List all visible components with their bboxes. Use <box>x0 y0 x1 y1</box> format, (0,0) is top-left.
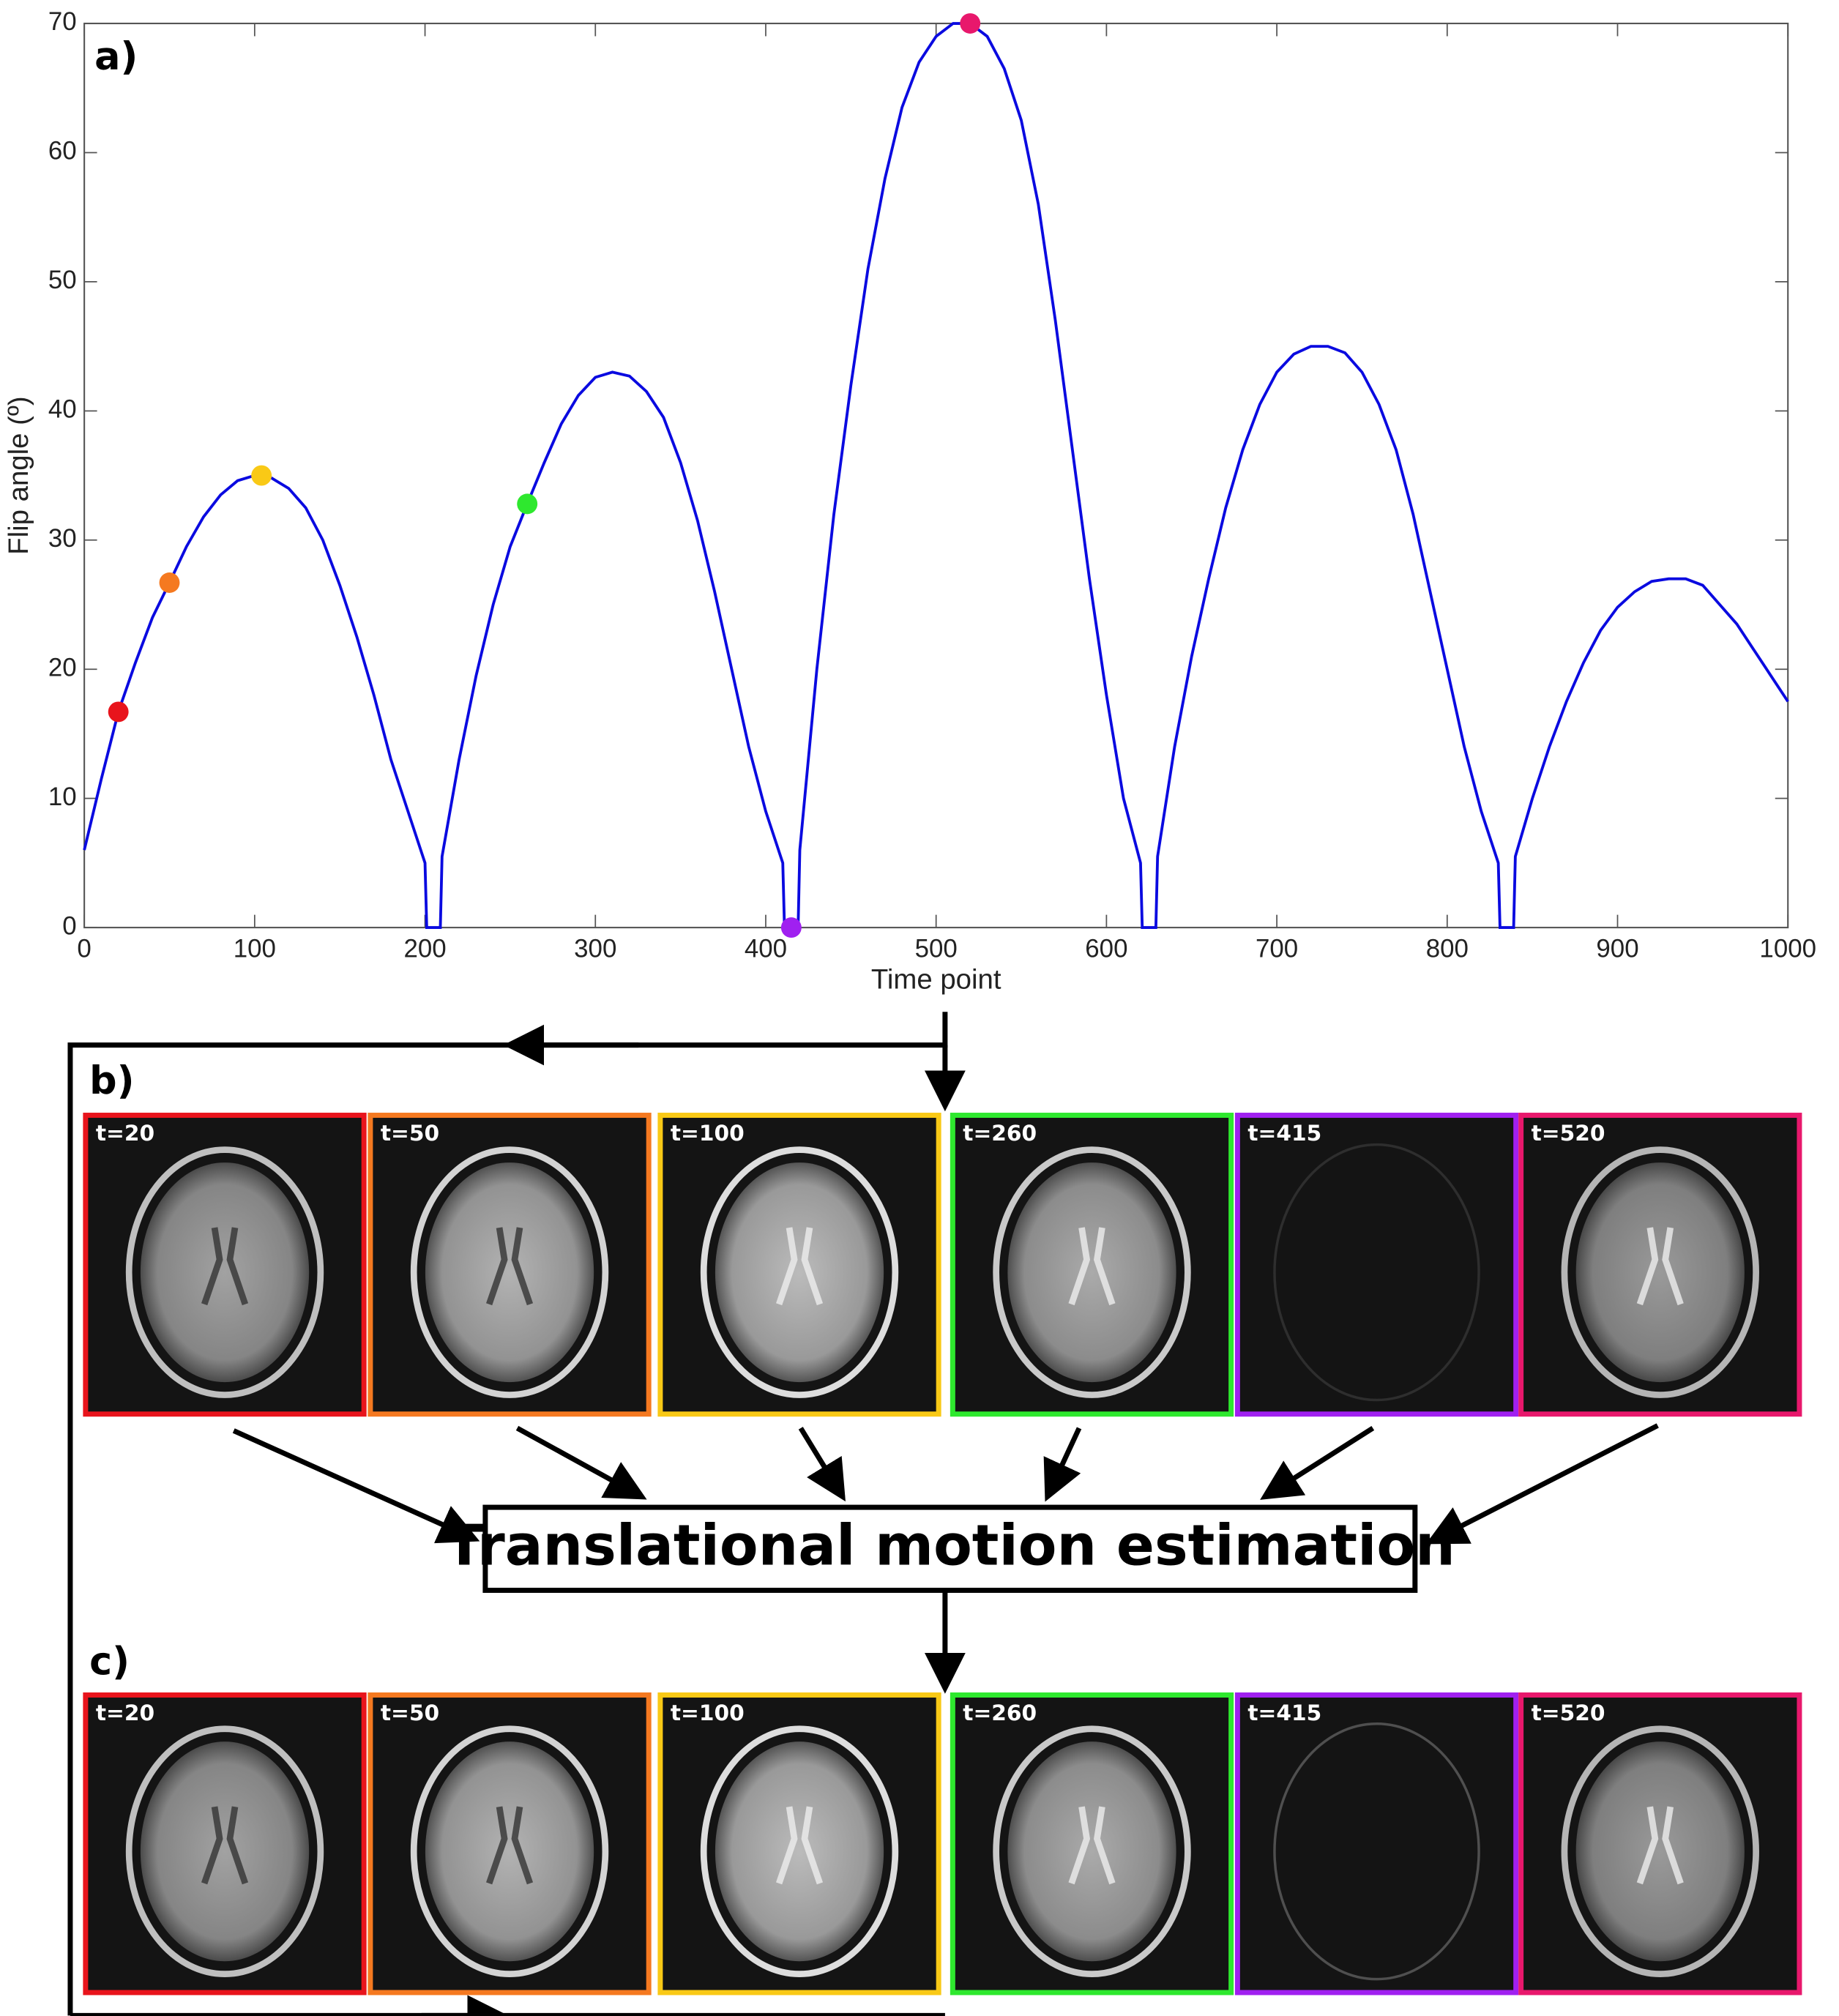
x-tick-label: 700 <box>1256 935 1298 963</box>
diagram: Translational motion estimation b) c) t=… <box>67 1012 1802 2016</box>
arrow <box>515 1425 647 1500</box>
skull <box>125 1725 324 1978</box>
ventricles <box>201 1806 249 1885</box>
tile-label: t=50 <box>381 1120 439 1146</box>
tile-label: t=20 <box>96 1120 154 1146</box>
panel-label: b) <box>89 1059 134 1103</box>
mri-tile <box>1234 1113 1519 1417</box>
chart: 0 100 200 300 400 500 600 700 800 900 1000 0 10 20 30 4… <box>3 7 1816 995</box>
x-tick-label: 0 <box>77 935 91 963</box>
skull <box>700 1725 899 1978</box>
arrow <box>232 1428 480 1544</box>
skull <box>410 1725 609 1978</box>
y-tick-label: 30 <box>48 524 77 553</box>
brain <box>1575 1741 1745 1962</box>
ventricles <box>1068 1806 1116 1885</box>
ventricles <box>1068 1227 1116 1306</box>
skull <box>993 1725 1191 1978</box>
tile-label: t=415 <box>1247 1700 1321 1725</box>
estimation-label: Translational motion estimation <box>445 1514 1455 1579</box>
tile-label: t=100 <box>671 1700 745 1725</box>
panel-label: c) <box>89 1640 130 1684</box>
x-tick-label: 900 <box>1596 935 1638 963</box>
y-tick-label: 60 <box>48 137 77 165</box>
skull <box>410 1146 609 1398</box>
y-tick-label: 0 <box>62 911 76 940</box>
skull <box>1561 1146 1759 1398</box>
brain <box>140 1741 310 1962</box>
plot-frame <box>83 22 1789 929</box>
arrow <box>1260 1425 1375 1500</box>
ventricles <box>1636 1806 1684 1885</box>
skull <box>125 1146 324 1398</box>
flip-angle-line <box>83 22 1789 930</box>
brain <box>425 1741 594 1962</box>
x-tick-label: 100 <box>234 935 276 963</box>
brain <box>1007 1741 1176 1962</box>
tile-label: t=20 <box>96 1700 154 1725</box>
tile-label: t=520 <box>1532 1700 1605 1725</box>
estimation-box <box>482 1504 1418 1593</box>
y-tick-label: 50 <box>48 266 77 294</box>
arrow <box>798 1427 846 1502</box>
tile-label: t=50 <box>381 1700 439 1725</box>
brain <box>715 1162 884 1383</box>
panel-label: a) <box>94 34 138 79</box>
brain <box>1575 1162 1745 1383</box>
ventricles <box>1636 1227 1684 1306</box>
brain <box>140 1162 310 1383</box>
y-tick-label: 70 <box>48 7 77 36</box>
arrow <box>1043 1427 1082 1502</box>
y-tick-label: 20 <box>48 653 77 682</box>
time-marker <box>780 917 802 938</box>
tile-label: t=260 <box>963 1120 1037 1146</box>
x-tick-label: 1000 <box>1759 935 1816 963</box>
tile-label: t=100 <box>671 1120 745 1146</box>
brain <box>425 1162 594 1383</box>
time-marker <box>159 572 180 593</box>
arrow <box>1425 1423 1659 1545</box>
x-tick-label: 300 <box>574 935 616 963</box>
ventricles <box>485 1227 534 1306</box>
tile-label: t=415 <box>1247 1120 1321 1146</box>
ventricles <box>485 1806 534 1885</box>
ventricles <box>775 1227 824 1306</box>
skull <box>1273 1722 1480 1981</box>
tile-label: t=260 <box>963 1700 1037 1725</box>
ventricles <box>775 1806 824 1885</box>
y-tick-label: 40 <box>48 395 77 424</box>
mri-tile <box>1234 1692 1519 1996</box>
brain <box>1007 1162 1176 1383</box>
x-tick-label: 200 <box>403 935 446 963</box>
y-tick-label: 10 <box>48 783 77 811</box>
time-marker <box>517 493 538 515</box>
time-marker <box>108 701 129 723</box>
x-tick-label: 800 <box>1426 935 1469 963</box>
ventricles <box>201 1227 249 1306</box>
skull <box>1561 1725 1759 1978</box>
brain <box>715 1741 884 1962</box>
x-axis-title: Time point <box>871 964 1001 996</box>
skull <box>700 1146 899 1398</box>
time-marker <box>251 465 272 486</box>
skull <box>1273 1143 1480 1402</box>
x-tick-label: 400 <box>745 935 787 963</box>
tile-label: t=520 <box>1532 1120 1605 1146</box>
time-marker <box>960 13 981 34</box>
x-tick-label: 500 <box>915 935 958 963</box>
skull <box>993 1146 1191 1398</box>
x-tick-label: 600 <box>1085 935 1127 963</box>
y-axis-title: Flip angle (º) <box>3 396 34 555</box>
